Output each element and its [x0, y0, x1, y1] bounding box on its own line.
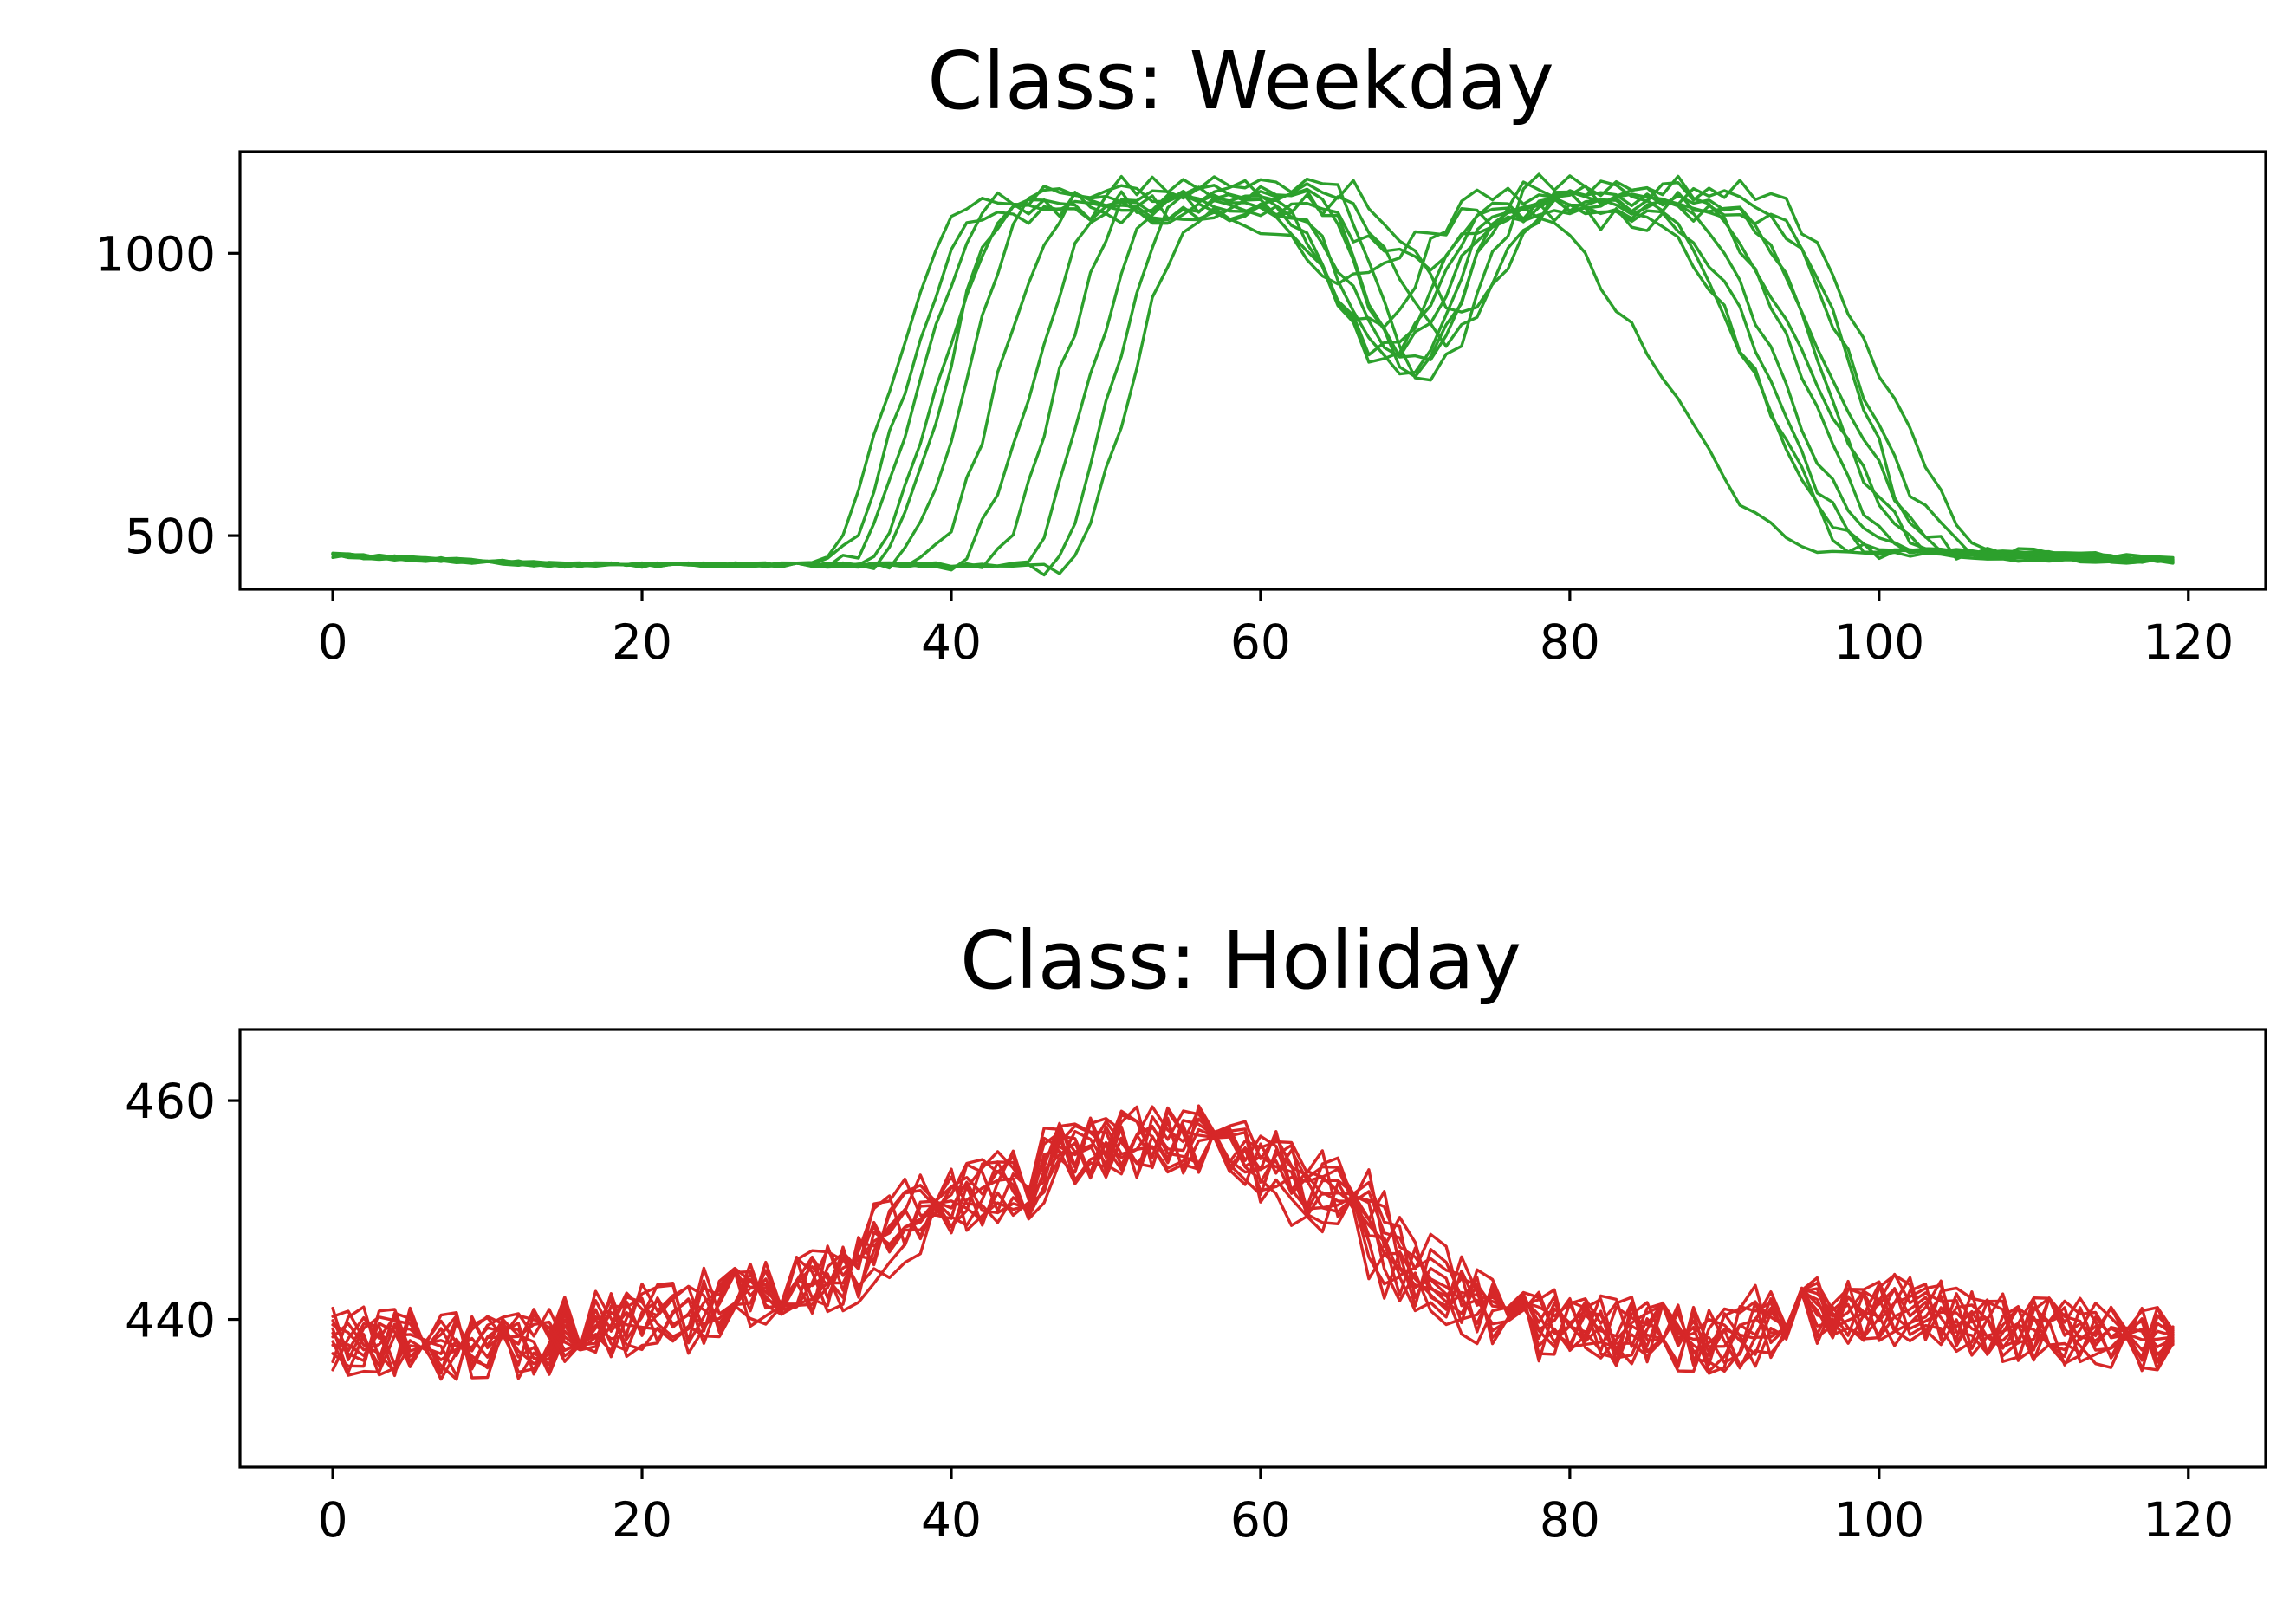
holiday-axis-ticks: 0 20 40 60 80 100 120 440 460: [125, 1074, 2234, 1548]
weekday-series-line-11: [331, 194, 2175, 568]
weekday-x-tick-label: 120: [2143, 614, 2234, 670]
weekday-panel: Class: Weekday 0 20 40 60 80 100 120 500 1000: [94, 35, 2267, 670]
weekday-x-tick-label: 40: [921, 614, 982, 670]
weekday-series-group: [331, 172, 2175, 577]
weekday-axes-frame: [238, 150, 2267, 591]
weekday-axis-ticks: 0 20 40 60 80 100 120 500 1000: [94, 226, 2234, 670]
holiday-x-tick-label: 80: [1540, 1492, 1600, 1548]
holiday-y-tick-label: 440: [125, 1293, 216, 1348]
weekday-y-tick-label: 500: [125, 509, 216, 564]
weekday-x-tick-label: 60: [1230, 614, 1291, 670]
weekday-x-tick-label: 0: [318, 614, 348, 670]
holiday-x-tick-label: 100: [1833, 1492, 1924, 1548]
holiday-y-tick-label: 460: [125, 1074, 216, 1129]
holiday-series-line-7: [331, 1109, 2175, 1380]
holiday-series-line-12: [331, 1105, 2175, 1377]
holiday-x-tick-label: 40: [921, 1492, 982, 1548]
weekday-x-tick-label: 80: [1540, 614, 1600, 670]
weekday-x-tick-label: 100: [1833, 614, 1924, 670]
holiday-series-line-4: [331, 1109, 2175, 1381]
holiday-title: Class: Holiday: [960, 914, 1521, 1007]
weekday-x-tick-label: 20: [612, 614, 672, 670]
weekday-title: Class: Weekday: [927, 35, 1554, 127]
holiday-series-line-11: [331, 1106, 2175, 1378]
holiday-series-group: [331, 1104, 2175, 1381]
holiday-x-tick-label: 20: [612, 1492, 672, 1548]
holiday-x-tick-label: 0: [318, 1492, 348, 1548]
holiday-x-tick-label: 120: [2143, 1492, 2234, 1548]
weekday-y-tick-label: 1000: [94, 226, 216, 282]
holiday-panel: Class: Holiday 0 20 40 60 80 100 120 440 460: [125, 914, 2267, 1548]
weekday-series-line-12: [331, 197, 2175, 569]
holiday-x-tick-label: 60: [1230, 1492, 1291, 1548]
holiday-axes-frame: [238, 1028, 2267, 1469]
